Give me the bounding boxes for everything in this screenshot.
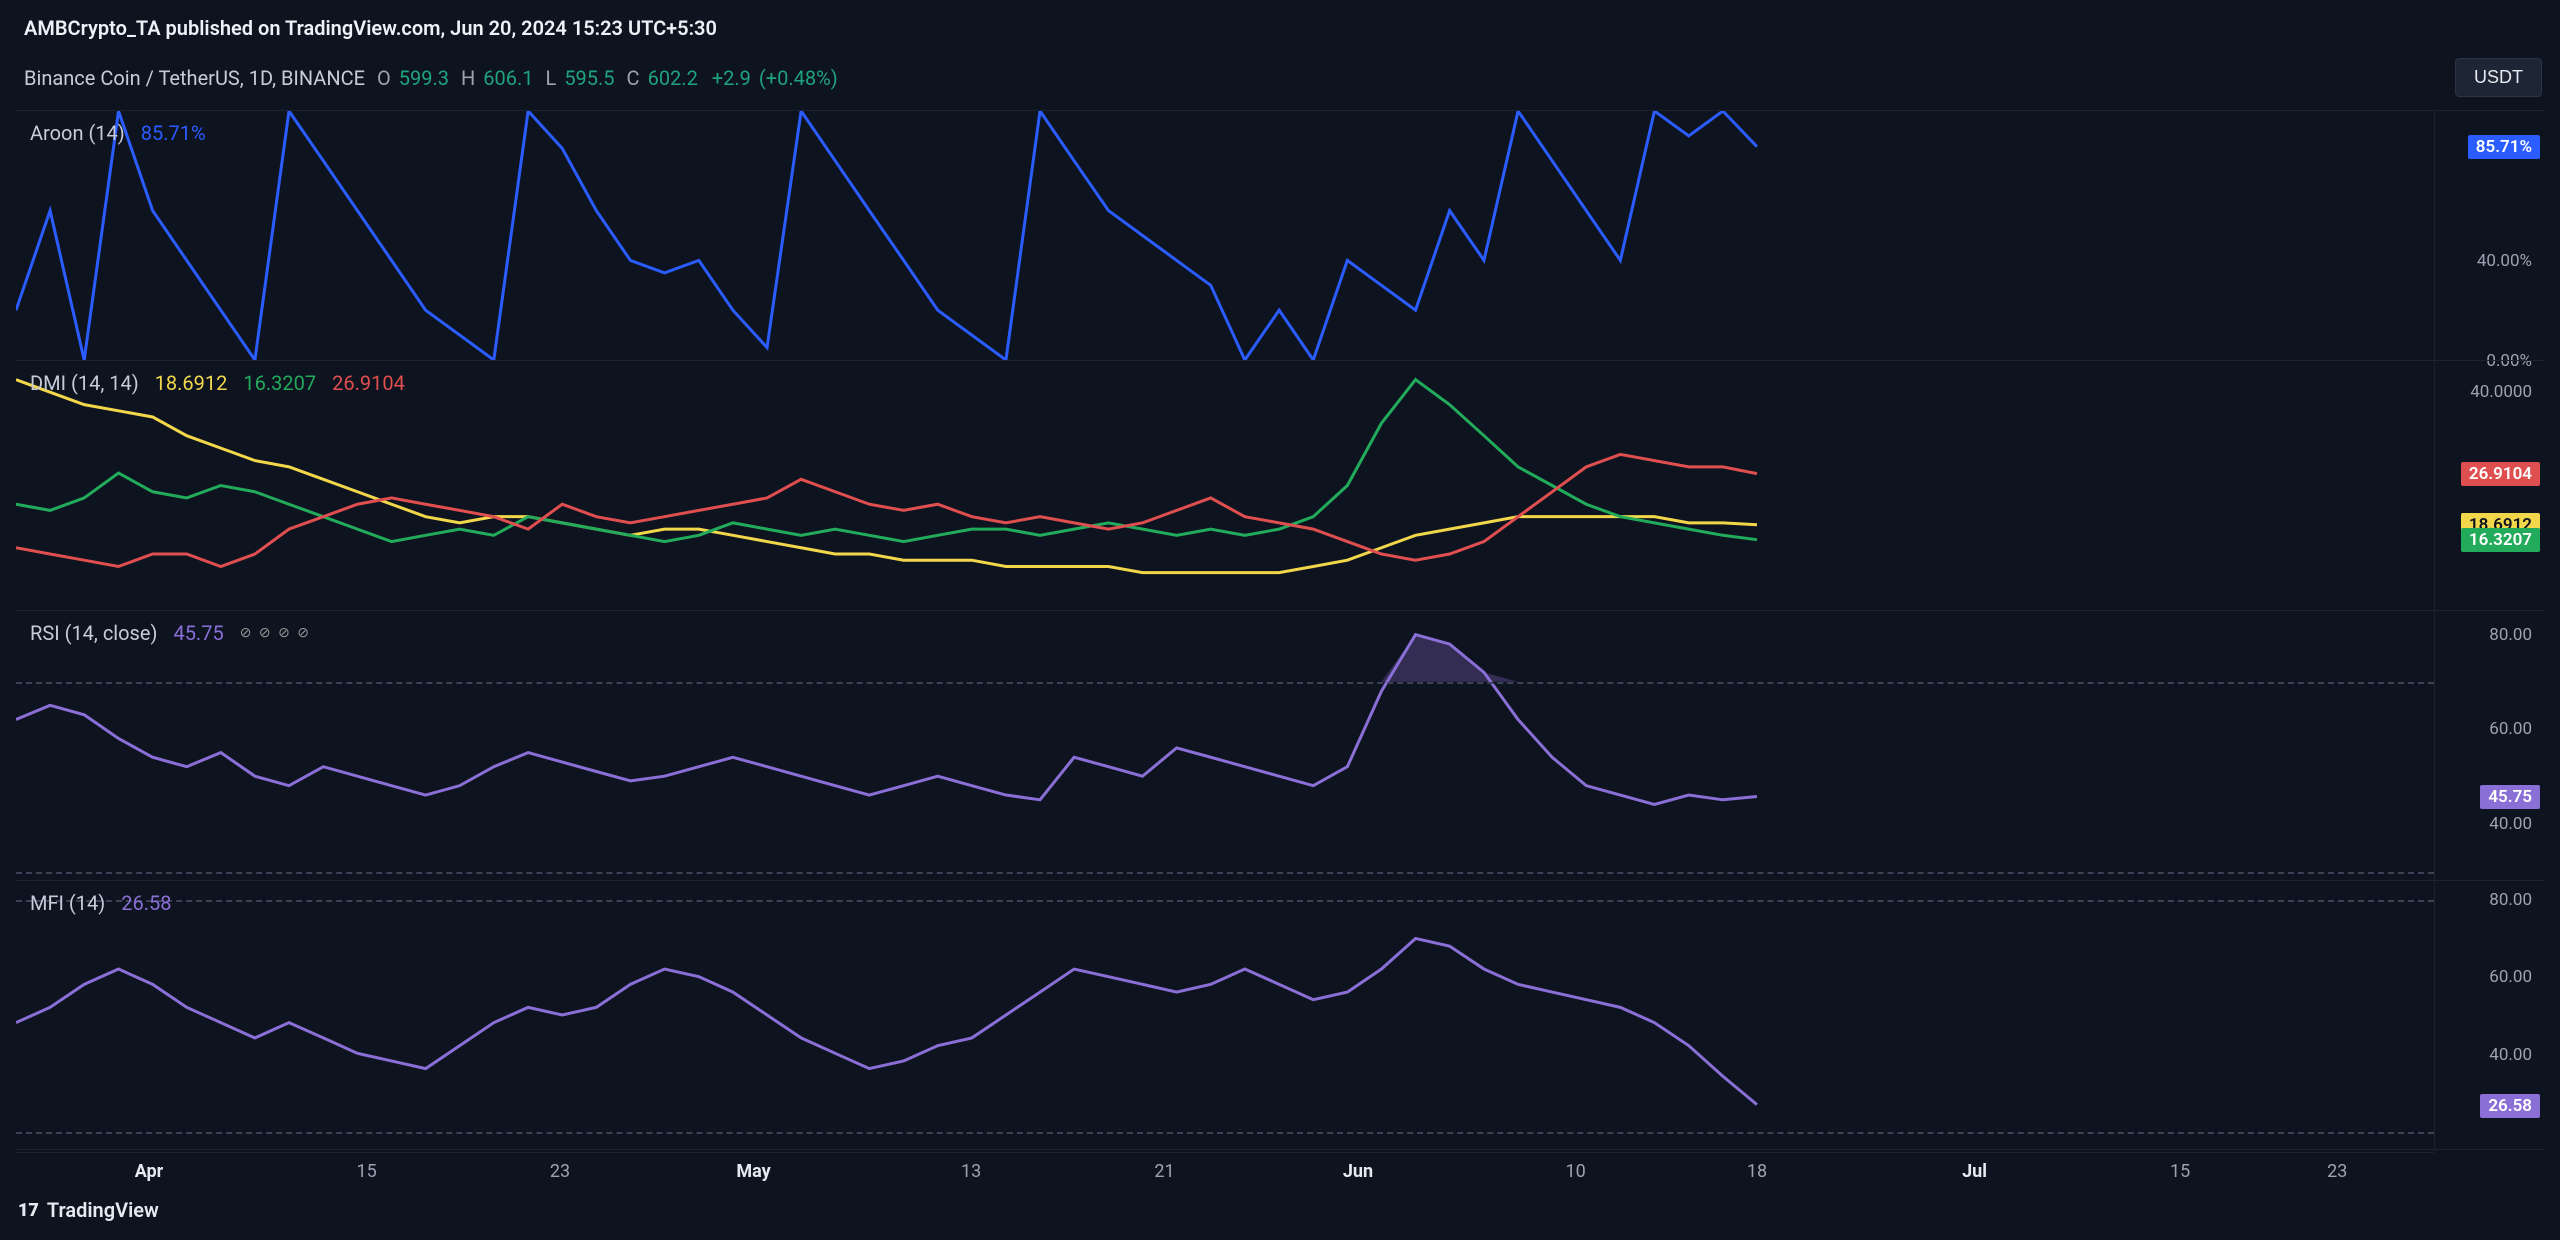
panel-mfi[interactable]: MFI (14) 26.58 80.00 60.00 40.00 26.58 xyxy=(16,880,2544,1150)
symbol-text[interactable]: Binance Coin / TetherUS, 1D, BINANCE xyxy=(24,66,365,90)
series-line xyxy=(16,111,1757,360)
time-tick: May xyxy=(736,1161,770,1182)
y-tick: 40.0000 xyxy=(2470,382,2532,402)
series-line xyxy=(16,380,1757,573)
symbol-row: Binance Coin / TetherUS, 1D, BINANCE O 5… xyxy=(0,56,2560,100)
ohlc-change-pct: (+0.48%) xyxy=(759,66,838,90)
legend-name: DMI (14, 14) xyxy=(30,371,139,395)
y-tick: 80.00 xyxy=(2489,625,2532,645)
ohlc-c: 602.2 xyxy=(648,66,698,90)
time-tick: Jun xyxy=(1343,1161,1373,1182)
band-line xyxy=(16,682,2434,684)
ohlc-h: 606.1 xyxy=(483,66,533,90)
price-tag: 26.9104 xyxy=(2461,462,2540,486)
legend-name: MFI (14) xyxy=(30,891,105,915)
series-line xyxy=(16,454,1757,566)
plot-mfi[interactable] xyxy=(16,881,2434,1149)
y-tick: 40.00 xyxy=(2489,1045,2532,1065)
series-line xyxy=(16,380,1757,542)
price-tag: 45.75 xyxy=(2480,785,2540,809)
y-axis[interactable]: 80.00 60.00 40.00 26.58 xyxy=(2434,881,2544,1149)
y-tick: 60.00 xyxy=(2489,719,2532,739)
band-line xyxy=(16,900,2434,902)
time-axis: Apr 15 23 May 13 21 Jun 10 18 Jul 15 23 xyxy=(16,1152,2434,1182)
y-axis[interactable]: 80.00 60.00 40.00 45.75 xyxy=(2434,611,2544,880)
time-tick: 21 xyxy=(1154,1161,1174,1182)
plot-aroon[interactable] xyxy=(16,111,2434,360)
time-tick: Jul xyxy=(1962,1161,1987,1182)
y-tick: 60.00 xyxy=(2489,967,2532,987)
ohlc-h-label: H xyxy=(461,66,475,90)
ohlc-l: 595.5 xyxy=(564,66,614,90)
band-line xyxy=(16,1132,2434,1134)
panel-rsi[interactable]: RSI (14, close) 45.75 ⊘ ⊘ ⊘ ⊘ 80.00 60.00 40.… xyxy=(16,610,2544,880)
price-tag: 26.58 xyxy=(2480,1094,2540,1118)
ohlc-c-label: C xyxy=(627,66,640,90)
time-tick: 23 xyxy=(550,1161,570,1182)
tradingview-attribution[interactable]: 17 TradingView xyxy=(18,1198,159,1222)
quote-currency-button[interactable]: USDT xyxy=(2455,58,2542,97)
legend-name: RSI (14, close) xyxy=(30,621,157,645)
legend-name: Aroon (14) xyxy=(30,121,125,145)
legend-value: 26.9104 xyxy=(332,371,405,395)
time-tick: 15 xyxy=(356,1161,376,1182)
tradingview-label: TradingView xyxy=(47,1198,159,1222)
time-tick: 23 xyxy=(2327,1161,2347,1182)
time-tick: 18 xyxy=(1747,1161,1767,1182)
y-axis[interactable]: 0.00%40.00%85.71% xyxy=(2434,111,2544,360)
series-line xyxy=(16,635,1757,805)
legend-mfi: MFI (14) 26.58 xyxy=(30,891,171,915)
legend-rsi: RSI (14, close) 45.75 ⊘ ⊘ ⊘ ⊘ xyxy=(30,621,311,645)
legend-value: 26.58 xyxy=(121,891,171,915)
legend-value: 45.75 xyxy=(173,621,223,645)
time-tick: 10 xyxy=(1565,1161,1585,1182)
chart-panels: Aroon (14)85.71%0.00%40.00%85.71%DMI (14… xyxy=(16,110,2544,1150)
legend-value: 85.71% xyxy=(141,121,206,145)
plot-rsi[interactable] xyxy=(16,611,2434,880)
panel-aroon[interactable]: Aroon (14)85.71%0.00%40.00%85.71% xyxy=(16,110,2544,360)
price-tag: 85.71% xyxy=(2468,135,2540,159)
legend-aroon: Aroon (14) 85.71% xyxy=(30,121,206,145)
y-tick: 80.00 xyxy=(2489,890,2532,910)
ohlc-o: 599.3 xyxy=(399,66,449,90)
publisher-line: AMBCrypto_TA published on TradingView.co… xyxy=(0,0,2560,50)
ohlc-change: +2.9 xyxy=(712,66,751,90)
price-tag: 16.3207 xyxy=(2461,528,2540,552)
time-tick: Apr xyxy=(135,1161,164,1182)
legend-value: 16.3207 xyxy=(243,371,316,395)
time-tick: 15 xyxy=(2170,1161,2190,1182)
band-line xyxy=(16,872,2434,874)
ohlc-o-label: O xyxy=(377,66,391,90)
y-axis[interactable]: 40.000026.910418.691216.3207 xyxy=(2434,361,2544,610)
y-tick: 40.00 xyxy=(2489,814,2532,834)
time-tick: 13 xyxy=(961,1161,981,1182)
legend-value: 18.6912 xyxy=(155,371,228,395)
legend-dmi: DMI (14, 14) 18.6912 16.3207 26.9104 xyxy=(30,371,405,395)
ohlc-l-label: L xyxy=(546,66,557,90)
series-line xyxy=(16,938,1757,1104)
legend-badges: ⊘ ⊘ ⊘ ⊘ xyxy=(240,625,311,641)
tradingview-icon: 17 xyxy=(18,1200,39,1221)
y-tick: 40.00% xyxy=(2477,251,2532,271)
plot-dmi[interactable] xyxy=(16,361,2434,610)
panel-dmi[interactable]: DMI (14, 14) 18.6912 16.3207 26.9104 40.0000… xyxy=(16,360,2544,610)
